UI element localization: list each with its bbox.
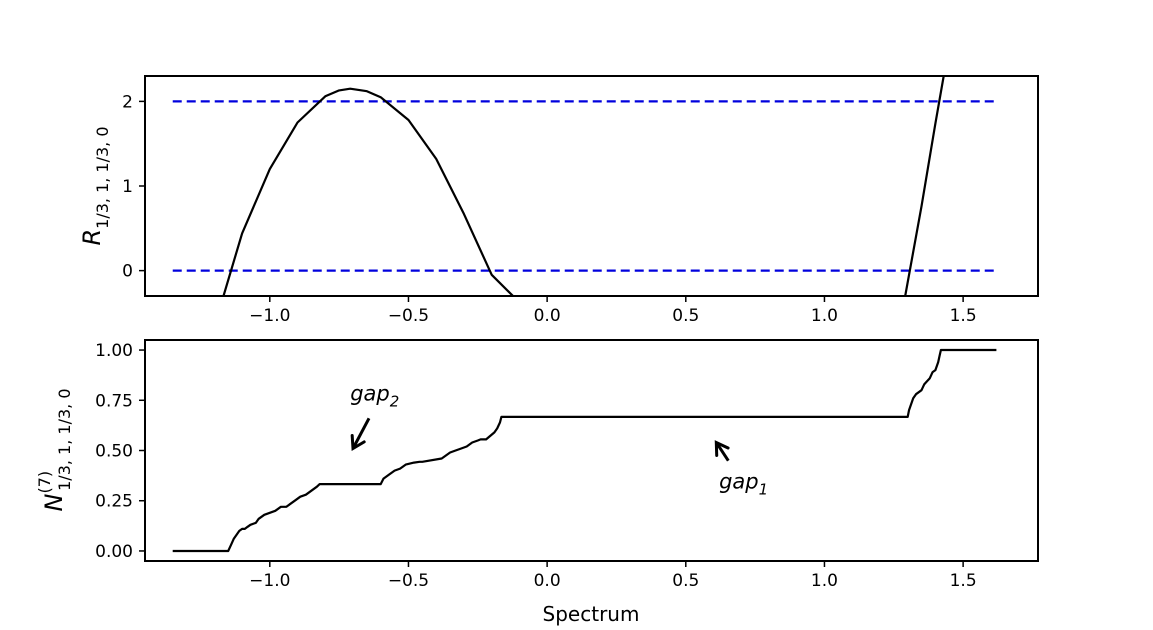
data-series [172,348,997,553]
y-tick-label: 0.00 [95,542,133,562]
x-tick-label: 1.5 [950,571,977,591]
annotation-arrowhead [714,440,730,457]
y-axis-label-main: R [78,229,106,246]
plot-frame [144,339,1039,562]
top-panel: −1.0 −0.5 0.0 0.5 1.0 1.5 0 1 2 R1/3, 1, 1/3, 0 [78,75,1039,326]
x-tick-label: 1.5 [950,306,977,326]
y-tick-label: 0 [122,262,133,282]
x-axis-label: Spectrum [543,602,640,626]
x-tick-label: 0.0 [534,306,561,326]
annotation-label: gap1 [719,470,768,499]
annotation-text: gap [350,381,390,405]
annotation-label: gap2 [350,381,399,410]
y-axis-label: R1/3, 1, 1/3, 0 [78,126,112,245]
data-series [222,76,945,296]
x-tick-label: −0.5 [388,306,429,326]
annotation-text: gap [719,470,759,494]
x-tick-label: 0.0 [534,571,561,591]
y-tick-label: 1.00 [95,341,133,361]
x-tick-label: −1.0 [249,571,290,591]
x-tick-label: 1.0 [811,571,838,591]
x-tick-label: 0.5 [672,306,699,326]
x-tick-label: −0.5 [388,571,429,591]
y-tick-label: 0.25 [95,492,133,512]
y-axis-ticks: 0.00 0.25 0.50 0.75 1.00 [95,341,145,562]
y-axis-label: N(7)1/3, 1, 1/3, 0 [35,389,74,512]
annotation-subscript: 2 [390,392,400,410]
y-axis-label-sub: 1/3, 1, 1/3, 0 [93,126,112,228]
annotation-arrow [715,441,730,462]
annotation-arrowhead [350,434,366,452]
series-line-2 [904,76,945,296]
y-axis-ticks: 0 1 2 [122,92,145,282]
reference-lines [172,100,997,272]
plot-frame [144,75,1039,297]
y-tick-label: 1 [122,177,133,197]
x-tick-label: 1.0 [811,306,838,326]
x-axis-ticks: −1.0 −0.5 0.0 0.5 1.0 1.5 [249,296,977,326]
y-tick-label: 2 [122,92,133,112]
y-tick-label: 0.75 [95,391,133,411]
x-tick-label: −1.0 [249,306,290,326]
series-line-1 [172,348,997,553]
y-axis-label-sup: (7) [35,471,54,494]
y-axis-label-sub: 1/3, 1, 1/3, 0 [55,389,74,491]
annotation-subscript: 1 [759,481,769,499]
y-axis-label-main: N [40,494,68,512]
series-line-1 [222,87,514,296]
x-axis-ticks: −1.0 −0.5 0.0 0.5 1.0 1.5 [249,561,977,591]
x-tick-label: 0.5 [672,571,699,591]
annotation-arrow [351,417,371,450]
y-tick-label: 0.50 [95,442,133,462]
